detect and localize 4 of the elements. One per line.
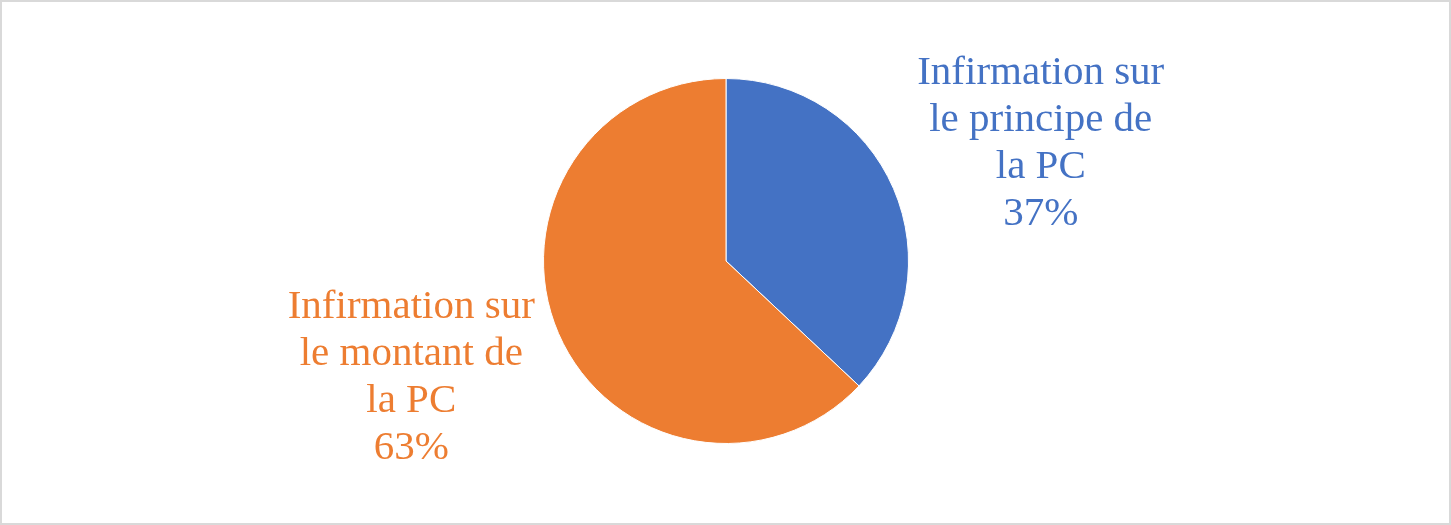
data-label: 63% xyxy=(373,422,449,469)
data-label: 37% xyxy=(1003,188,1079,235)
slice-label: Infirmation sur le montant de la PC xyxy=(287,281,536,422)
slice-label: Infirmation sur le principe de la PC xyxy=(917,47,1165,188)
